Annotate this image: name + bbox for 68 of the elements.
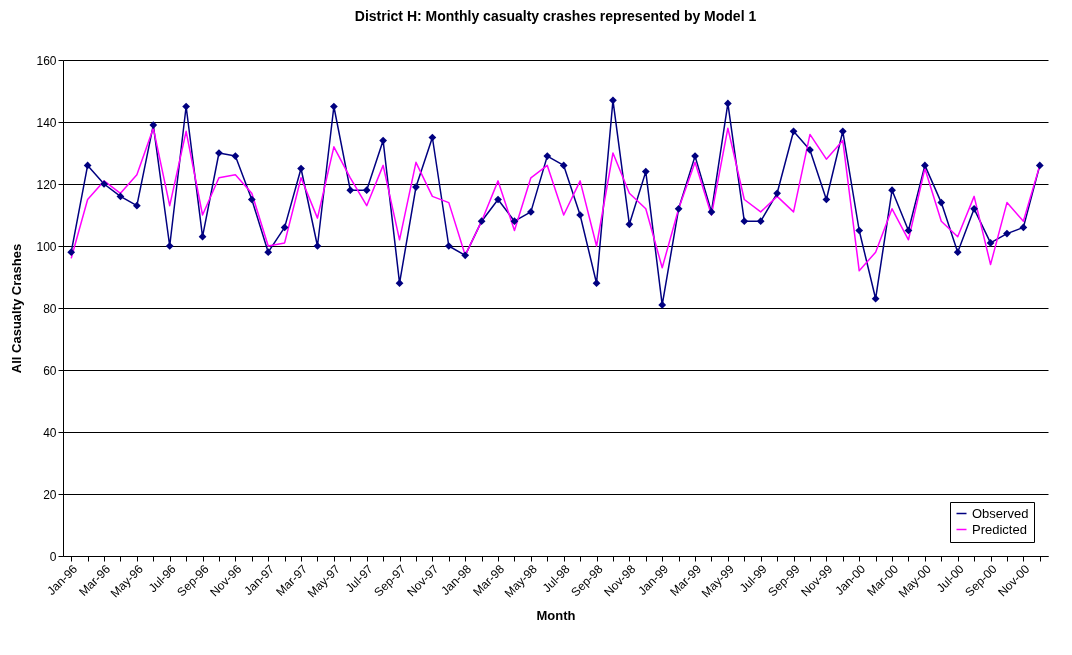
point bbox=[494, 195, 502, 204]
point bbox=[527, 208, 535, 216]
point bbox=[888, 186, 896, 195]
point bbox=[247, 195, 256, 204]
point bbox=[953, 248, 962, 257]
point bbox=[362, 186, 371, 195]
point bbox=[970, 204, 978, 213]
point bbox=[838, 127, 847, 136]
point bbox=[937, 198, 946, 207]
point bbox=[444, 242, 453, 250]
y-tick-label: 100 bbox=[36, 239, 57, 254]
point bbox=[198, 232, 207, 241]
point bbox=[921, 161, 929, 170]
point bbox=[806, 146, 814, 154]
point bbox=[724, 99, 732, 108]
point bbox=[379, 136, 387, 145]
x-axis-title: Month bbox=[536, 607, 576, 623]
point bbox=[1035, 161, 1044, 170]
point bbox=[559, 161, 568, 170]
point bbox=[264, 248, 273, 257]
point bbox=[674, 204, 683, 213]
point bbox=[609, 96, 617, 105]
y-tick-label: 80 bbox=[43, 301, 57, 316]
point bbox=[165, 242, 174, 250]
point bbox=[149, 121, 158, 129]
point bbox=[658, 301, 667, 309]
y-tick-label: 20 bbox=[43, 487, 57, 502]
y-axis-title: All Casualty Crashes bbox=[9, 243, 25, 374]
legend-label: Observed bbox=[972, 505, 1029, 521]
y-tick-label: 120 bbox=[36, 177, 57, 192]
point bbox=[297, 164, 305, 173]
point bbox=[67, 248, 76, 257]
y-tick-label: 0 bbox=[49, 549, 57, 564]
point bbox=[182, 102, 190, 111]
point bbox=[346, 186, 355, 195]
point bbox=[871, 294, 880, 303]
point bbox=[543, 152, 552, 160]
point bbox=[625, 220, 634, 229]
point bbox=[477, 217, 486, 226]
point bbox=[313, 242, 322, 250]
point bbox=[855, 226, 864, 235]
point bbox=[740, 217, 749, 226]
point bbox=[641, 167, 650, 176]
y-tick-label: 40 bbox=[43, 425, 57, 440]
point bbox=[986, 239, 995, 247]
y-tick-label: 140 bbox=[36, 115, 57, 130]
point bbox=[280, 223, 289, 232]
point bbox=[707, 208, 716, 216]
point bbox=[83, 161, 92, 170]
point bbox=[330, 102, 338, 111]
chart-title: District H: Monthly casualty crashes represented by Model 1 bbox=[354, 8, 757, 24]
y-tick-label: 60 bbox=[43, 363, 57, 378]
point bbox=[395, 279, 404, 288]
point bbox=[412, 183, 420, 191]
point bbox=[116, 192, 125, 201]
legend-label: Predicted bbox=[972, 521, 1027, 537]
point bbox=[231, 152, 240, 160]
point bbox=[773, 189, 781, 198]
point bbox=[789, 127, 798, 136]
y-tick-label: 160 bbox=[36, 53, 57, 68]
point bbox=[1003, 229, 1011, 238]
point bbox=[461, 251, 470, 260]
point bbox=[133, 201, 141, 210]
point bbox=[592, 279, 601, 288]
point bbox=[756, 217, 765, 226]
point bbox=[691, 152, 699, 160]
point bbox=[510, 217, 519, 226]
point bbox=[1019, 223, 1028, 232]
